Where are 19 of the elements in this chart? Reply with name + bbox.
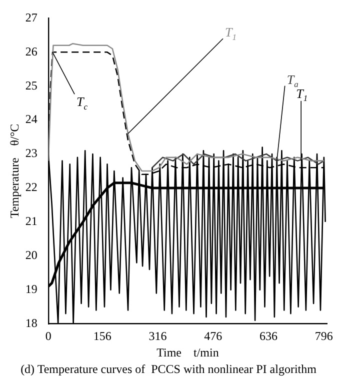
y-tick-label: 18 (25, 316, 38, 330)
x-axis-title: Time t/min (156, 346, 219, 360)
x-tick-label: 796 (314, 329, 333, 344)
x-tick-label: 156 (93, 329, 112, 344)
y-tick-label: 19 (25, 282, 38, 296)
x-tick-label: 636 (260, 329, 278, 344)
y-tick-label: 24 (25, 112, 38, 126)
y-tick-label: 23 (25, 146, 38, 160)
y-tick-label: 27 (25, 10, 38, 24)
x-tick-label: 0 (45, 329, 52, 344)
y-tick-label: 22 (25, 180, 38, 194)
y-tick-label: 25 (25, 78, 38, 92)
x-tick-label: 316 (148, 329, 167, 344)
y-tick-label: 26 (25, 44, 38, 58)
x-tick-label: 476 (204, 329, 222, 344)
y-axis-title: Temperature θ/°C (7, 124, 22, 218)
text: (d) Temperature curves of PCCS with nonlinear PI algorithm (20, 362, 318, 376)
y-tick-label: 20 (25, 248, 38, 262)
y-tick-label: 21 (25, 214, 38, 228)
